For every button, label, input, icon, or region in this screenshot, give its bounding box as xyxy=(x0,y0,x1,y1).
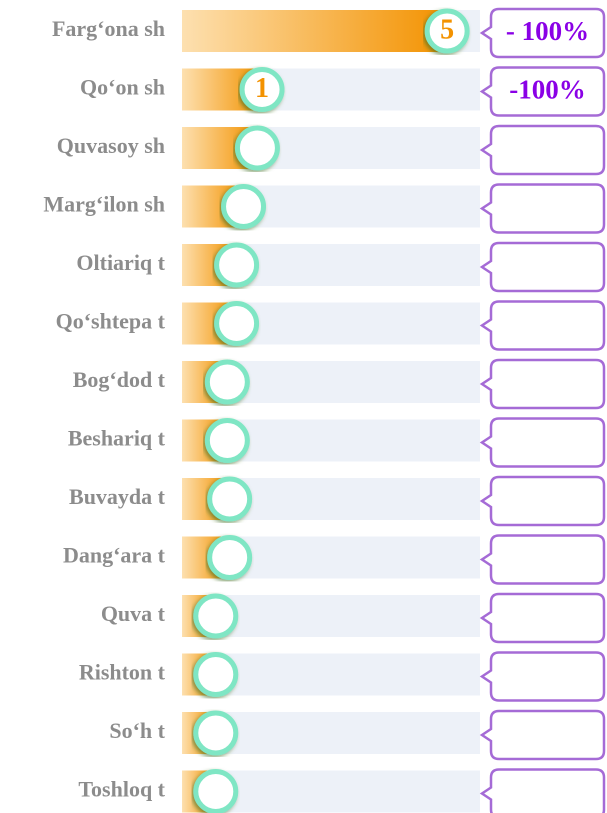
bar-marker xyxy=(234,125,280,171)
category-label: Rishton t xyxy=(79,660,166,685)
bar-marker xyxy=(193,593,239,639)
change-bubble xyxy=(479,475,606,527)
category-label: Bog‘dod t xyxy=(73,367,166,392)
category-label: Qo‘shtepa t xyxy=(56,309,166,334)
change-bubble xyxy=(479,241,606,293)
bar-marker xyxy=(193,710,239,756)
change-bubble xyxy=(479,358,606,410)
change-bubble xyxy=(479,124,606,176)
category-label: Marg‘ilon sh xyxy=(43,192,165,217)
bar-marker xyxy=(204,359,250,405)
category-label: Farg‘ona sh xyxy=(52,16,165,41)
bar-marker xyxy=(204,418,250,463)
bar-marker xyxy=(424,8,470,54)
category-label: Buvayda t xyxy=(69,484,166,509)
bar-marker xyxy=(239,67,285,112)
category-label: So‘h t xyxy=(109,718,165,743)
change-bubble xyxy=(479,651,606,702)
bar-marker xyxy=(193,769,239,813)
value-label: 1 xyxy=(255,73,269,104)
category-label: Quvasoy sh xyxy=(57,133,165,158)
change-bubble xyxy=(479,183,606,234)
change-label: -100% xyxy=(509,75,586,105)
bar-marker xyxy=(221,184,267,229)
bar-marker xyxy=(214,242,260,288)
category-label: Toshloq t xyxy=(78,777,165,802)
bar-marker xyxy=(207,535,253,580)
category-label: Beshariq t xyxy=(68,426,166,451)
bar xyxy=(182,10,448,52)
category-label: Qo‘on sh xyxy=(80,75,165,100)
bar-marker xyxy=(214,301,260,346)
change-bubble xyxy=(479,534,606,585)
bar-marker xyxy=(207,476,253,522)
category-label: Quva t xyxy=(101,601,166,626)
change-bubble xyxy=(479,300,606,351)
category-label: Dang‘ara t xyxy=(63,543,166,568)
change-bubble xyxy=(479,768,606,813)
bar-marker xyxy=(193,652,239,697)
change-bubble xyxy=(479,66,606,117)
change-bubble xyxy=(479,709,606,761)
change-label: - 100% xyxy=(506,16,589,46)
change-bubble xyxy=(479,592,606,644)
value-label: 5 xyxy=(440,14,454,45)
category-label: Oltiariq t xyxy=(76,250,165,275)
change-bubble xyxy=(479,7,606,59)
change-bubble xyxy=(479,417,606,468)
